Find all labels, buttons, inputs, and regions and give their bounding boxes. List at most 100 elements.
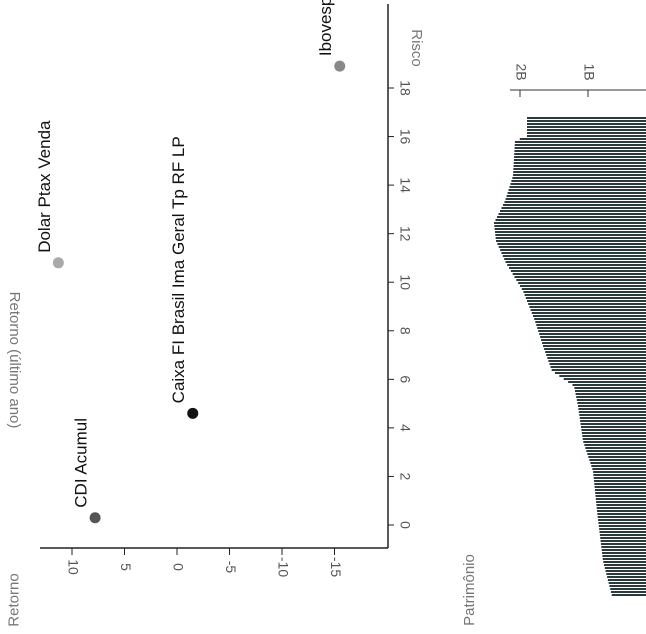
bar <box>595 486 646 488</box>
bar <box>596 501 646 503</box>
y-tick-label: 10 <box>65 559 81 575</box>
bar <box>541 339 646 341</box>
bar <box>495 228 646 230</box>
x-tick-label: 4 <box>397 424 413 432</box>
x-tick-label: 0 <box>397 521 413 529</box>
bar <box>504 258 646 260</box>
bar <box>527 126 646 128</box>
bar <box>597 507 646 509</box>
bar <box>527 135 646 137</box>
bar <box>510 183 646 185</box>
bar <box>515 276 646 278</box>
bar <box>515 144 646 146</box>
x-tick-label: 6 <box>397 375 413 383</box>
bar <box>576 393 646 395</box>
bar <box>507 195 646 197</box>
bar <box>508 192 646 194</box>
bar <box>529 306 646 308</box>
bar <box>515 147 646 149</box>
bar <box>506 261 646 263</box>
bar <box>538 330 646 332</box>
bar <box>602 549 646 551</box>
bar <box>597 510 646 512</box>
bar <box>596 498 646 500</box>
bar <box>596 504 646 506</box>
y-tick-label: 0 <box>170 563 186 571</box>
bar <box>512 177 646 179</box>
bar <box>520 138 646 140</box>
bar <box>577 399 646 401</box>
bar <box>495 234 646 236</box>
bar <box>547 357 646 359</box>
bar <box>500 210 646 212</box>
bar <box>522 288 646 290</box>
bar <box>579 411 646 413</box>
bar <box>578 405 646 407</box>
bar <box>576 396 646 398</box>
data-point-label: Dolar Ptax Venda <box>35 120 54 253</box>
bar <box>606 573 646 575</box>
bar <box>511 270 646 272</box>
bar <box>527 120 646 122</box>
data-point <box>187 408 198 419</box>
bar <box>507 264 646 266</box>
data-point-label: CDI Acumul <box>72 418 91 508</box>
bar <box>602 555 646 557</box>
bar <box>542 342 646 344</box>
bar <box>528 303 646 305</box>
y-tick-label: -10 <box>275 557 291 577</box>
bar <box>603 558 646 560</box>
x-tick-label: 16 <box>397 129 413 145</box>
bar <box>540 336 646 338</box>
bar <box>514 156 646 158</box>
y-tick-label: -5 <box>223 561 239 574</box>
data-points: CDI Acumul Caixa FI Brasil Ima Geral Tp R… <box>35 0 345 523</box>
bar <box>600 537 646 539</box>
bar <box>497 243 646 245</box>
bar <box>594 477 646 479</box>
bar <box>607 576 646 578</box>
bar <box>592 468 646 470</box>
bar <box>584 444 646 446</box>
bar <box>514 162 646 164</box>
scatter-title: Retorno (último ano) <box>6 292 23 429</box>
bar <box>601 543 646 545</box>
bar <box>595 492 646 494</box>
bar <box>549 363 646 365</box>
bar <box>582 435 646 437</box>
bar <box>597 513 646 515</box>
bar <box>527 117 646 119</box>
bar <box>594 483 646 485</box>
bar <box>502 207 646 209</box>
bar <box>509 186 646 188</box>
bar <box>587 453 646 455</box>
bar <box>527 123 646 125</box>
bar <box>608 579 646 581</box>
bar <box>496 237 646 239</box>
bar <box>537 327 646 329</box>
bar <box>515 141 646 143</box>
bar <box>581 429 646 431</box>
x-tick-label: 10 <box>397 274 413 290</box>
x-tick-label: 18 <box>397 80 413 96</box>
bar <box>545 351 646 353</box>
bar <box>606 570 646 572</box>
bar <box>611 591 646 593</box>
bar <box>514 159 646 161</box>
bar-y-axis-label: Patrimônio <box>461 554 478 626</box>
bar <box>523 291 646 293</box>
bar <box>531 309 646 311</box>
bar-tick-label: 1B <box>581 63 597 80</box>
risk-return-scatter-chart: Retorno (último ano) Retorno Risco 0 2 4 6 8… <box>5 0 425 627</box>
data-point <box>334 61 345 72</box>
bar <box>583 441 646 443</box>
bar <box>533 315 646 317</box>
bar <box>582 432 646 434</box>
bar <box>603 561 646 563</box>
bar <box>596 495 646 497</box>
bar <box>551 366 646 368</box>
x-tick-label: 8 <box>397 327 413 335</box>
bar <box>581 423 646 425</box>
bar <box>499 213 646 215</box>
bar <box>525 294 646 296</box>
